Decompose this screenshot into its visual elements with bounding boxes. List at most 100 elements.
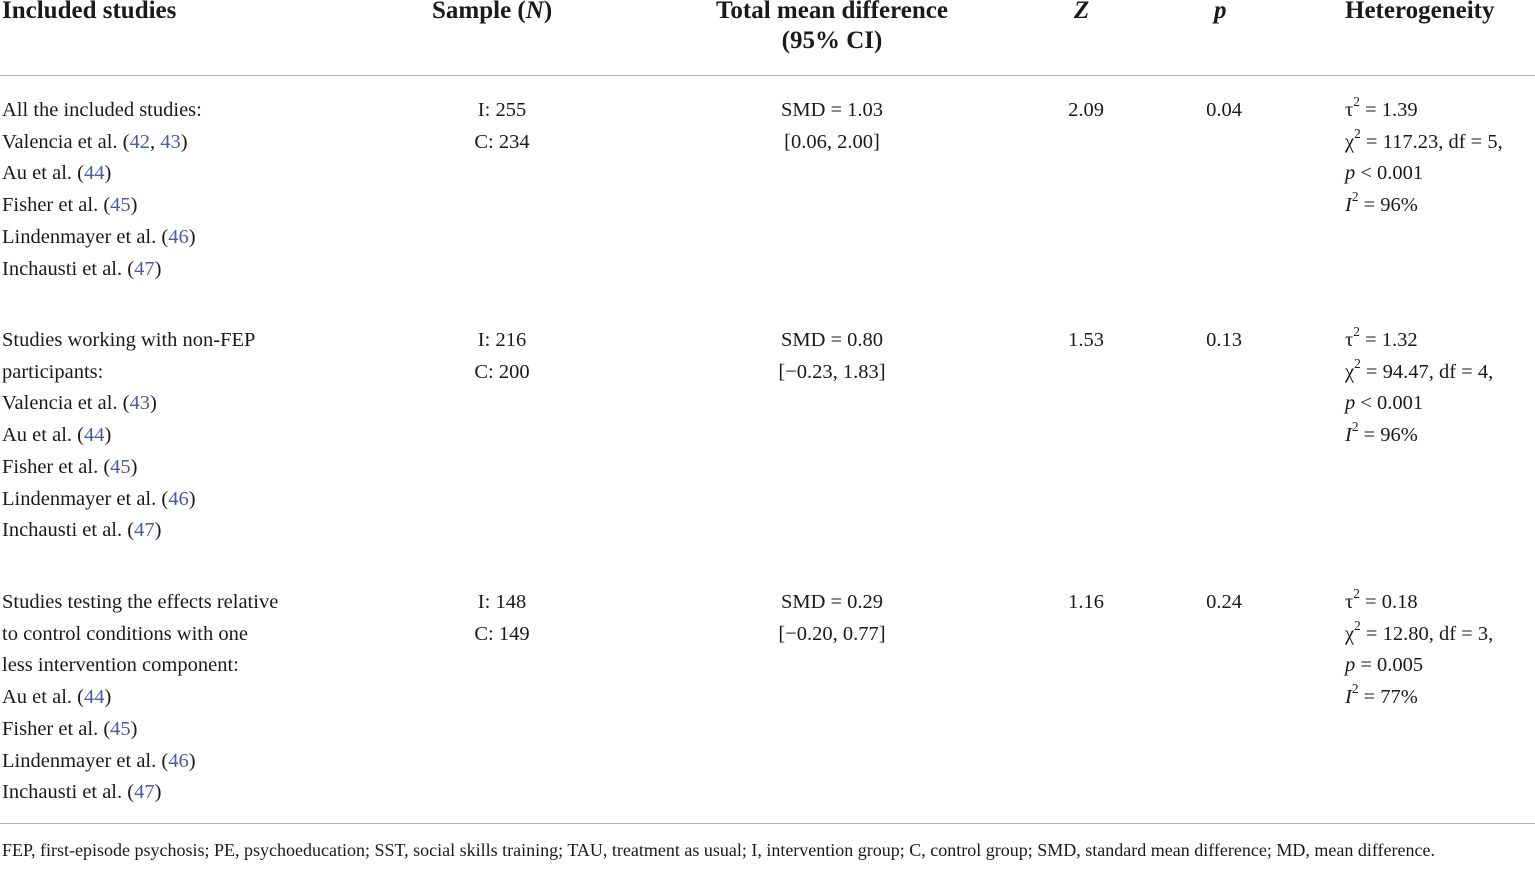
table-footnote: FEP, first-episode psychosis; PE, psycho… — [2, 840, 1435, 860]
z-value: 1.53 — [1068, 329, 1104, 351]
study-row: Inchausti et al. (47) — [2, 515, 161, 547]
het-i2: I2 = 96% — [1345, 190, 1418, 222]
reference-link[interactable]: 44 — [83, 424, 105, 447]
study-row: Au et al. (44) — [2, 158, 111, 190]
reference-link[interactable]: 47 — [134, 257, 155, 280]
sample-value: I: 148 — [477, 591, 527, 613]
i2-superscript: 2 — [1351, 419, 1359, 435]
het-p: p < 0.001 — [1345, 158, 1423, 190]
study-close-paren: ) — [154, 781, 162, 804]
tmd-value: SMD = 1.03 — [780, 99, 884, 121]
header-z-label: Z — [1074, 0, 1090, 24]
chi-symbol: χ — [1345, 360, 1355, 383]
het-chi: χ2 = 117.23, df = 5, — [1345, 127, 1503, 159]
study-close-paren: ) — [180, 130, 188, 153]
het-p-value: < 0.001 — [1355, 392, 1424, 415]
het-p: p = 0.005 — [1345, 650, 1423, 682]
group-title-line: Studies working with non-FEP — [2, 329, 256, 351]
i2-symbol: I — [1345, 424, 1352, 447]
study-row: Lindenmayer et al. (46) — [2, 222, 196, 254]
header-p: p — [1214, 0, 1227, 26]
tau-symbol: τ — [1345, 329, 1354, 351]
study-close-paren: ) — [188, 487, 196, 510]
p-value: 0.13 — [1206, 329, 1242, 351]
sample-value: I: 255 — [477, 99, 527, 121]
tau-symbol: τ — [1345, 591, 1354, 613]
tau-superscript: 2 — [1353, 586, 1360, 602]
header-heterogeneity: Heterogeneity — [1345, 0, 1495, 24]
header-z: Z — [1074, 0, 1089, 26]
tau-value: = 0.18 — [1359, 591, 1418, 613]
sample-value: I: 216 — [477, 329, 527, 351]
tmd-value: SMD = 0.80 — [780, 329, 884, 351]
het-tau: τ2 = 0.18 — [1345, 587, 1418, 619]
i2-superscript: 2 — [1351, 681, 1359, 697]
reference-link[interactable]: 42 — [129, 130, 150, 153]
study-close-paren: ) — [130, 717, 138, 740]
reference-link[interactable]: 43 — [129, 392, 150, 415]
group-title-line: less intervention component: — [2, 654, 239, 677]
reference-link[interactable]: 45 — [110, 455, 131, 478]
study-name: Inchausti et al. ( — [2, 257, 135, 280]
p-value: 0.04 — [1206, 99, 1242, 121]
i2-value: = 77% — [1358, 686, 1418, 709]
tau-value: = 1.39 — [1359, 99, 1418, 121]
i2-value: = 96% — [1358, 194, 1418, 217]
study-row: Inchausti et al. (47) — [2, 254, 161, 286]
header-included-studies: Included studies — [2, 0, 177, 24]
study-row: Lindenmayer et al. (46) — [2, 484, 196, 516]
chi-value: = 117.23, df = 5, — [1360, 130, 1503, 153]
study-name: Fisher et al. ( — [2, 194, 111, 217]
reference-link[interactable]: 47 — [134, 781, 155, 804]
reference-link[interactable]: 44 — [83, 686, 105, 709]
study-close-paren: ) — [130, 455, 138, 478]
reference-link[interactable]: 45 — [110, 194, 131, 217]
het-chi: χ2 = 12.80, df = 3, — [1345, 619, 1493, 651]
het-p-value: < 0.001 — [1355, 162, 1424, 185]
sample-value: C: 149 — [474, 622, 530, 645]
tmd-value: SMD = 0.29 — [780, 591, 884, 613]
tau-value: = 1.32 — [1359, 329, 1418, 351]
z-value: 2.09 — [1068, 99, 1104, 121]
reference-link[interactable]: 46 — [168, 225, 189, 248]
header-total-mean-difference: Total mean difference (95% CI) — [682, 0, 982, 56]
study-row: Inchausti et al. (47) — [2, 777, 161, 809]
header-sample-suffix: ) — [543, 0, 553, 24]
i2-value: = 96% — [1358, 424, 1418, 447]
header-tmd-line1: Total mean difference — [716, 0, 948, 24]
study-close-paren: ) — [188, 225, 196, 248]
study-row: Au et al. (44) — [2, 682, 111, 714]
footer-rule — [0, 823, 1535, 824]
study-row: Fisher et al. (45) — [2, 190, 138, 222]
p-value: 0.24 — [1206, 591, 1242, 613]
reference-link[interactable]: 47 — [134, 519, 155, 542]
study-close-paren: ) — [104, 424, 112, 447]
het-p-symbol: p — [1345, 392, 1356, 415]
study-name: Inchausti et al. ( — [2, 781, 135, 804]
study-name: Lindenmayer et al. ( — [2, 487, 169, 510]
chi-value: = 12.80, df = 3, — [1360, 622, 1494, 645]
reference-link[interactable]: 46 — [168, 749, 189, 772]
tau-superscript: 2 — [1353, 324, 1360, 340]
study-name: Valencia et al. ( — [2, 130, 130, 153]
reference-link[interactable]: 46 — [168, 487, 189, 510]
study-close-paren: ) — [154, 257, 162, 280]
sample-value: C: 234 — [474, 130, 530, 153]
study-name: Fisher et al. ( — [2, 455, 111, 478]
header-tmd-line2: (95% CI) — [781, 27, 883, 54]
study-close-paren: ) — [104, 162, 112, 185]
het-p-symbol: p — [1345, 654, 1356, 677]
reference-link[interactable]: 45 — [110, 717, 131, 740]
study-name: Au et al. ( — [2, 162, 84, 185]
study-row: Fisher et al. (45) — [2, 714, 138, 746]
het-p-value: = 0.005 — [1355, 654, 1424, 677]
header-rule — [0, 75, 1535, 76]
header-p-label: p — [1214, 0, 1227, 24]
group-title-line: Studies testing the effects relative — [2, 591, 279, 613]
het-p: p < 0.001 — [1345, 388, 1423, 420]
chi-value: = 94.47, df = 4, — [1360, 360, 1494, 383]
chi-superscript: 2 — [1354, 125, 1361, 141]
het-chi: χ2 = 94.47, df = 4, — [1345, 357, 1493, 389]
reference-link[interactable]: 44 — [83, 162, 105, 185]
reference-link[interactable]: 43 — [160, 130, 181, 153]
